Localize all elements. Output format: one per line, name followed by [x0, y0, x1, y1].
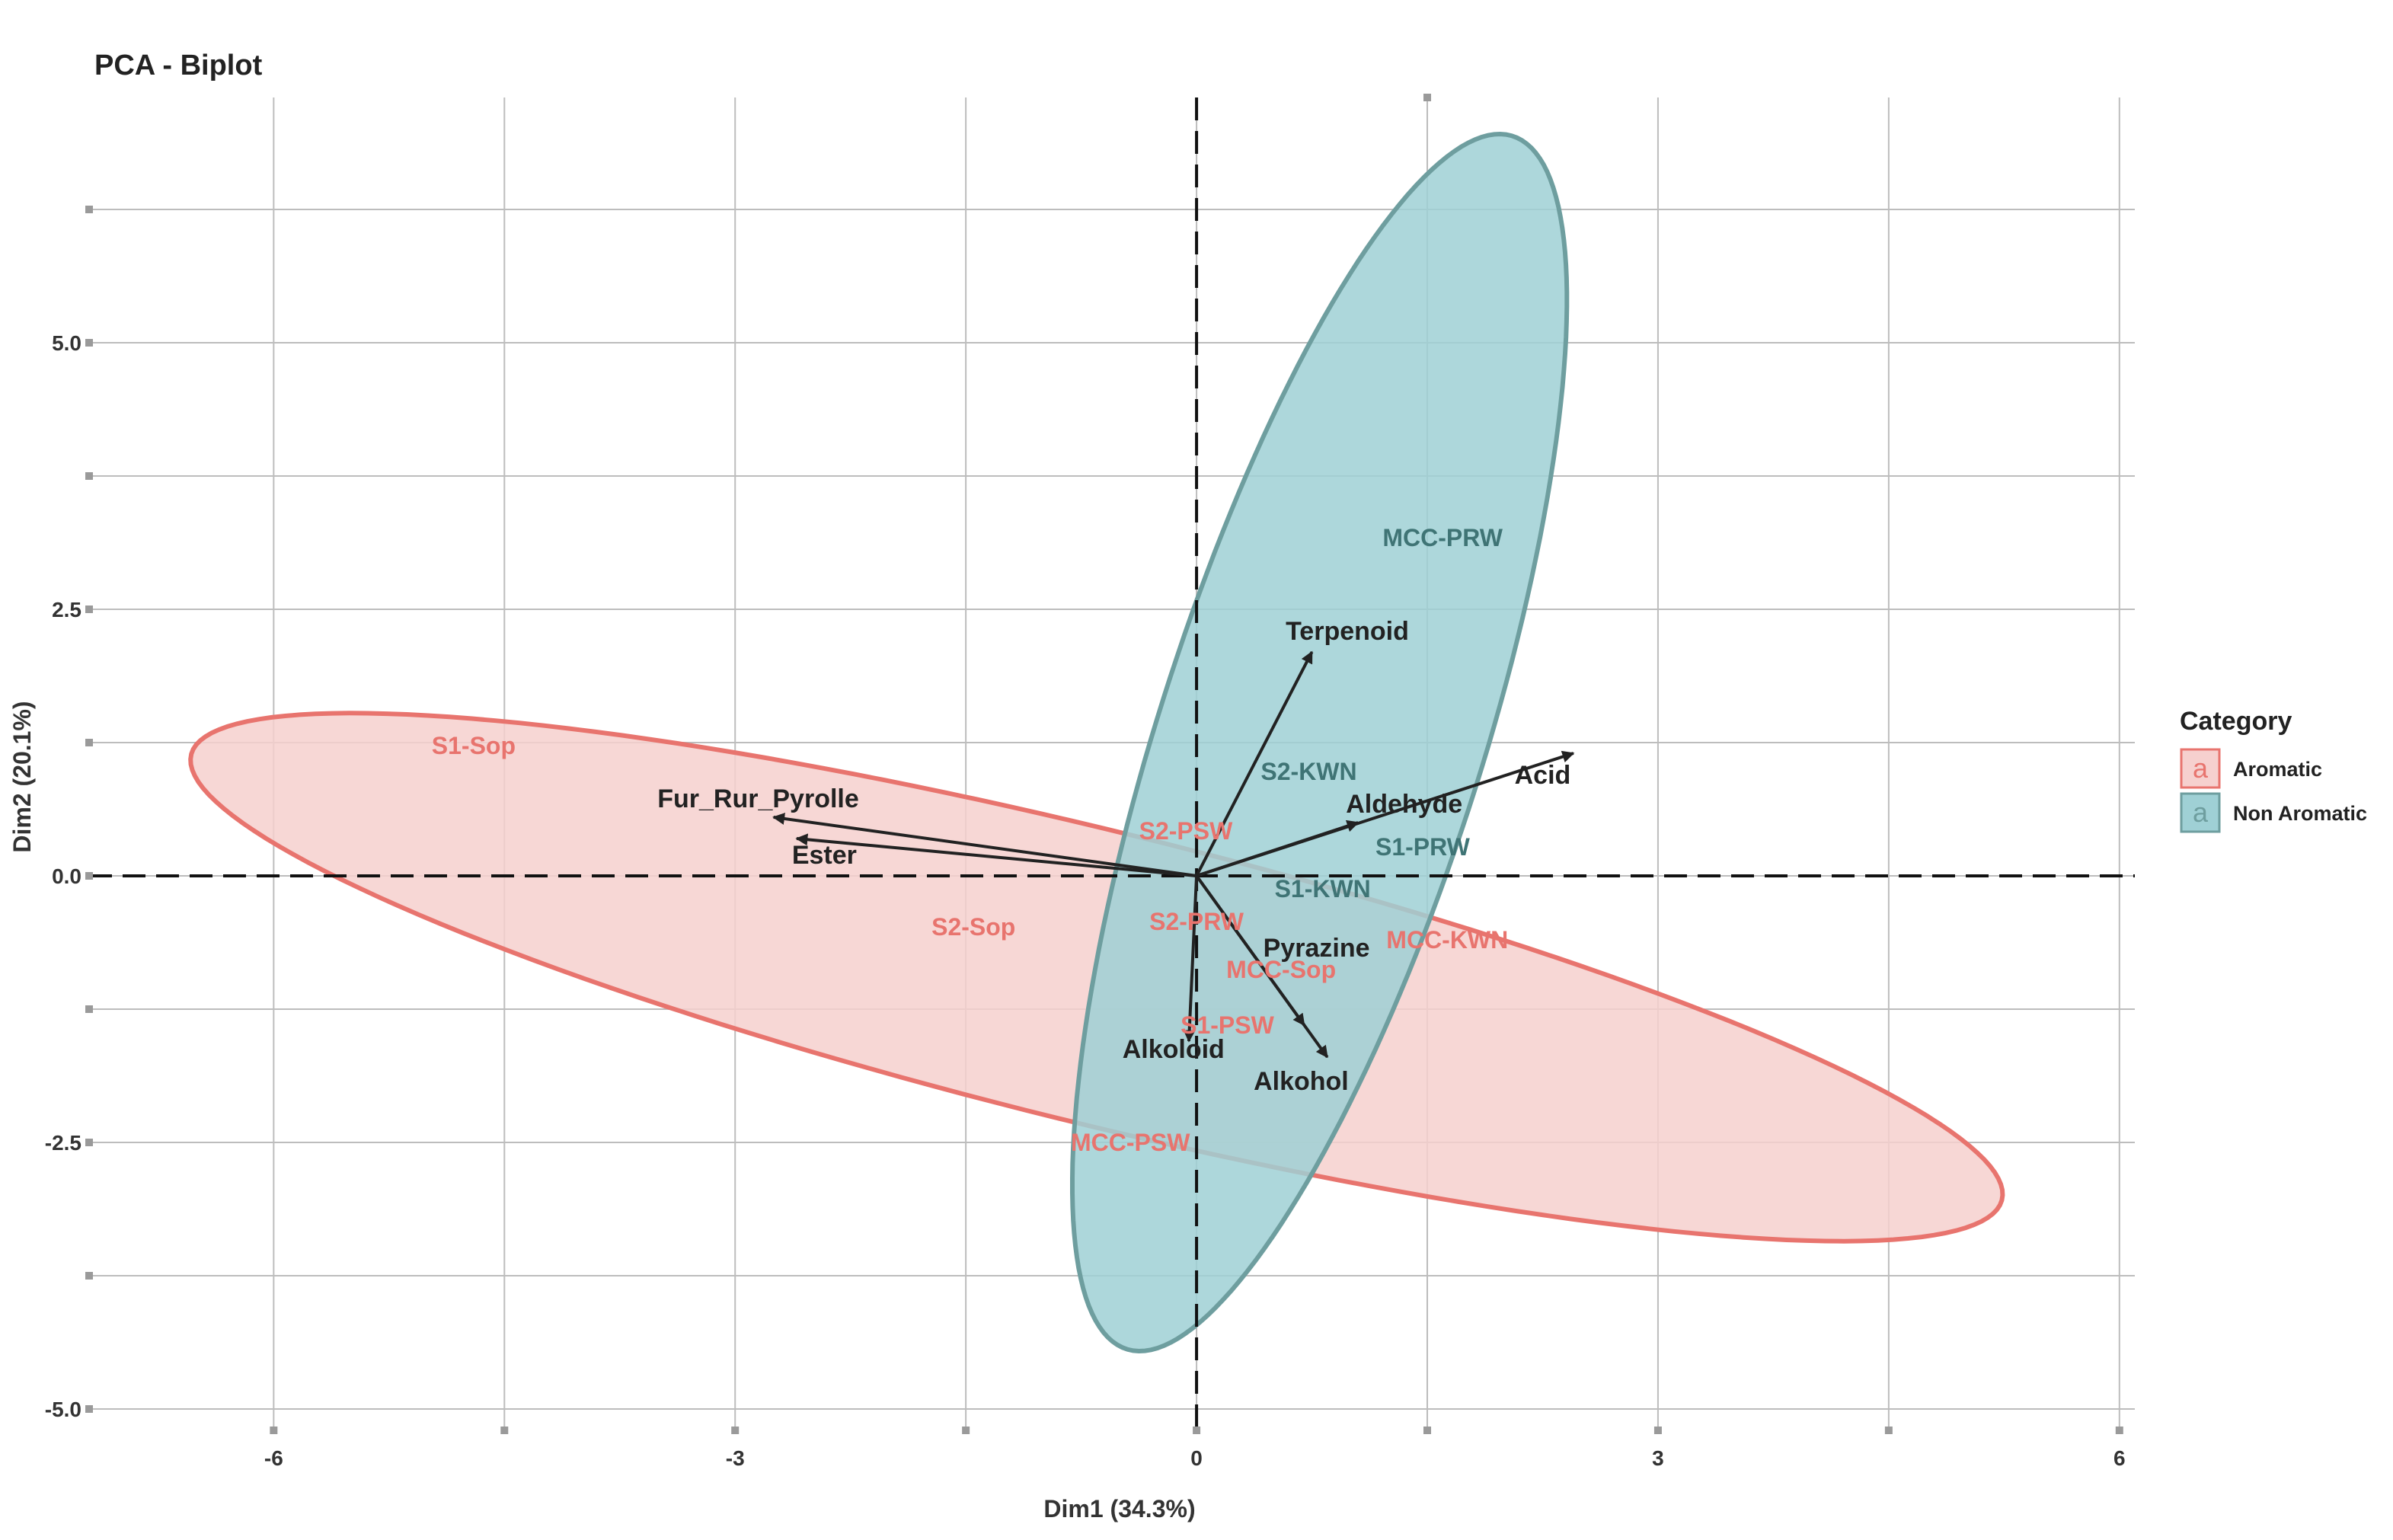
x-tick-mark — [731, 1427, 740, 1434]
legend-title: Category — [2180, 707, 2292, 736]
var-label-terpenoid: Terpenoid — [1286, 617, 1409, 646]
arrow-ester — [795, 833, 1197, 877]
y-tick-label: -5.0 — [45, 1398, 81, 1421]
obs-label-s2-sop: S2-Sop — [931, 913, 1015, 941]
y-tick-label: -2.5 — [45, 1131, 81, 1155]
var-label-ester: Ester — [792, 841, 857, 870]
x-axis-title: Dim1 (34.3%) — [1043, 1495, 1195, 1522]
y-minor-tick-mark — [85, 1272, 93, 1280]
arrow-alkoloid — [1183, 875, 1199, 1043]
var-label-alkohol: Alkohol — [1254, 1067, 1349, 1096]
y-tick-label: 5.0 — [52, 331, 81, 355]
obs-label-mcc-kwn: MCC-KWN — [1386, 926, 1508, 954]
obs-label-s2-kwn: S2-KWN — [1260, 758, 1356, 785]
top-tick-mark — [1423, 94, 1432, 101]
obs-label-mcc-sop: MCC-Sop — [1226, 956, 1336, 983]
x-minor-tick-mark — [1884, 1427, 1893, 1434]
legend-key-aromatic: a Aromatic — [2180, 748, 2322, 789]
x-minor-tick-mark — [962, 1427, 970, 1434]
legend-swatch-glyph: a — [2193, 752, 2209, 784]
x-tick-label: -6 — [264, 1446, 283, 1470]
y-minor-tick-mark — [85, 472, 93, 480]
variable-arrows — [772, 650, 1575, 1059]
y-tick-mark — [85, 1139, 93, 1146]
point-labels: S1-Sop S2-Sop S2-PSW S2-PRW MCC-Sop S1-PSW MCC… — [432, 524, 1571, 1156]
y-tick-mark — [85, 339, 93, 347]
obs-label-s1-kwn: S1-KWN — [1275, 875, 1371, 903]
y-tick-mark — [85, 872, 93, 880]
axes: -6 -3 0 3 6 5.0 2.5 0.0 -2.5 -5.0 — [45, 94, 2126, 1470]
x-tick-label: 6 — [2113, 1446, 2126, 1470]
y-tick-label: 2.5 — [52, 598, 81, 621]
arrow-fur-rur-pyrolle — [772, 813, 1197, 877]
obs-label-s2-psw: S2-PSW — [1139, 817, 1233, 845]
var-label-alkoloid: Alkoloid — [1123, 1035, 1225, 1064]
chart-title: PCA - Biplot — [94, 50, 263, 81]
obs-label-s2-prw: S2-PRW — [1149, 908, 1244, 935]
arrow-terpenoid — [1195, 650, 1314, 877]
zero-lines — [89, 97, 2135, 1430]
x-tick-mark — [1193, 1427, 1201, 1434]
obs-label-mcc-psw: MCC-PSW — [1071, 1129, 1190, 1156]
legend: Category a Aromatic a Non Aromatic — [2180, 707, 2367, 833]
x-tick-label: 0 — [1190, 1446, 1203, 1470]
x-minor-tick-mark — [500, 1427, 509, 1434]
y-tick-label: 0.0 — [52, 864, 81, 888]
obs-label-s1-sop: S1-Sop — [432, 732, 516, 759]
obs-label-mcc-prw: MCC-PRW — [1382, 524, 1503, 551]
arrow-aldehyde — [1196, 820, 1359, 877]
y-minor-tick-mark — [85, 206, 93, 213]
legend-swatch-glyph: a — [2193, 797, 2209, 828]
legend-entries: a Aromatic a Non Aromatic — [2180, 748, 2367, 833]
x-tick-mark — [2115, 1427, 2123, 1434]
x-tick-label: -3 — [726, 1446, 745, 1470]
legend-label: Aromatic — [2233, 758, 2322, 781]
legend-key-non-aromatic: a Non Aromatic — [2180, 792, 2367, 833]
var-label-fur-rur-pyrolle: Fur_Rur_Pyrolle — [657, 784, 859, 813]
var-label-acid: Acid — [1515, 761, 1571, 790]
y-tick-mark — [85, 605, 93, 613]
y-minor-tick-mark — [85, 1005, 93, 1013]
x-tick-mark — [270, 1427, 278, 1434]
y-axis-title: Dim2 (20.1%) — [8, 701, 36, 852]
var-label-aldehyde: Aldehyde — [1346, 790, 1462, 819]
legend-swatch — [2180, 748, 2221, 789]
y-tick-mark — [85, 1405, 93, 1413]
obs-label-s1-prw: S1-PRW — [1375, 833, 1471, 861]
legend-label: Non Aromatic — [2233, 802, 2367, 825]
arrow-alkohol — [1195, 874, 1329, 1059]
var-label-pyrazine: Pyrazine — [1264, 934, 1370, 963]
x-tick-mark — [1653, 1427, 1662, 1434]
obs-label-s1-psw: S1-PSW — [1181, 1011, 1274, 1039]
x-minor-tick-mark — [1423, 1427, 1432, 1434]
y-minor-tick-mark — [85, 739, 93, 746]
x-tick-label: 3 — [1652, 1446, 1664, 1470]
legend-swatch — [2180, 792, 2221, 833]
